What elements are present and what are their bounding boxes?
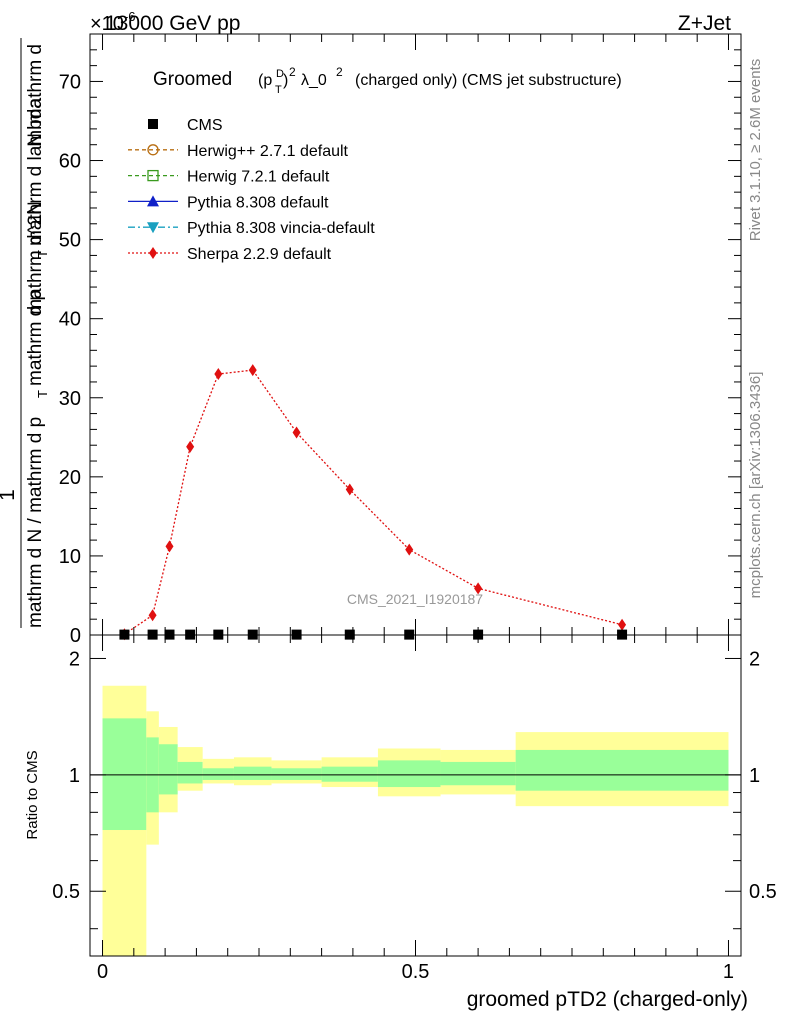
legend-marker bbox=[147, 169, 159, 182]
series-point bbox=[474, 582, 483, 595]
ratio-band-green bbox=[321, 766, 378, 782]
main-y-tick-label: 20 bbox=[59, 467, 81, 489]
legend: CMS Herwig++ 2.7.1 default Herwig 7.2.1 de… bbox=[128, 117, 375, 263]
title-lambda: λ_0 bbox=[301, 72, 327, 89]
ratio-x-axis: 0 0.5 1 bbox=[97, 635, 734, 983]
series-line bbox=[124, 369, 623, 635]
main-x-ticks bbox=[102, 34, 729, 635]
series-point bbox=[186, 440, 195, 453]
main-y-tick-label: 50 bbox=[59, 230, 81, 252]
ratio-bands bbox=[102, 685, 729, 956]
series-point bbox=[214, 368, 223, 381]
ratio-y-label: Ratio to CMS bbox=[24, 750, 41, 839]
legend-marker bbox=[147, 144, 159, 156]
legend-marker bbox=[147, 195, 159, 207]
series-point bbox=[148, 609, 157, 622]
ratio-panel: 0.5 0.51 12 2 0 0.5 1 bbox=[52, 634, 777, 983]
ratio-y-tick-label-right: 0.5 bbox=[749, 881, 777, 903]
series-point bbox=[345, 483, 354, 496]
title-p: (p bbox=[258, 72, 272, 89]
ratio-x-tick-label: 1 bbox=[723, 961, 734, 983]
series-point bbox=[292, 426, 301, 439]
ratio-band-green bbox=[202, 768, 234, 780]
series-point bbox=[248, 364, 257, 377]
ratio-band-green bbox=[377, 760, 441, 788]
title-close: ) bbox=[283, 72, 288, 89]
ratio-band-green bbox=[102, 718, 147, 831]
y-label-lower-2: mathrm d p bbox=[25, 290, 46, 386]
ratio-band-green bbox=[177, 761, 203, 784]
process-label: Z+Jet bbox=[678, 12, 731, 35]
title-post: (charged only) (CMS jet substructure) bbox=[355, 72, 622, 89]
mcplots-label: mcplots.cern.ch [arXiv:1306.3436] bbox=[747, 372, 764, 599]
main-y-tick-label: 0 bbox=[70, 625, 81, 647]
legend-label: Pythia 8.308 vincia-default bbox=[187, 220, 375, 237]
ratio-y-tick-label-right: 2 bbox=[749, 648, 760, 670]
main-y-tick-label: 70 bbox=[59, 71, 81, 93]
y-label-upper-2: N bbox=[25, 133, 46, 147]
main-y-axis: 0 10 20 30 40 50 60 70 bbox=[59, 33, 741, 647]
series-point bbox=[405, 543, 414, 556]
legend-marker bbox=[147, 222, 159, 234]
y-label-lower-sub-2: T bbox=[35, 250, 50, 258]
main-y-label: 1 mathrm d N mathrm d^2N mathrm d N / ma… bbox=[0, 38, 50, 628]
ratio-y-axis: 0.5 0.5 1 1 2 2 bbox=[52, 648, 777, 930]
y-multiplier-exponent: -6 bbox=[124, 9, 136, 24]
rivet-label: Rivet 3.1.10, ≥ 2.6M events bbox=[747, 59, 764, 242]
legend-label: Pythia 8.308 default bbox=[187, 194, 329, 211]
y-label-lower-1: mathrm d N / mathrm d p bbox=[25, 417, 46, 628]
title-sq: 2 bbox=[289, 65, 296, 79]
ratio-x-tick-label: 0 bbox=[97, 961, 108, 983]
ratio-band-green bbox=[515, 749, 729, 791]
main-panel: 0 10 20 30 40 50 60 70 bbox=[59, 33, 742, 647]
ratio-band-green bbox=[271, 768, 322, 780]
title-sq2: 2 bbox=[336, 65, 343, 79]
legend-label: Herwig 7.2.1 default bbox=[187, 169, 330, 186]
ratio-band-green bbox=[158, 744, 178, 795]
y-label-one: 1 bbox=[0, 489, 19, 501]
ratio-y-tick-label-left: 1 bbox=[69, 765, 80, 787]
y-label-upper-1: mathrm d bbox=[25, 44, 46, 124]
y-multiplier: ×10-6 bbox=[90, 9, 136, 35]
main-y-tick-label: 60 bbox=[59, 151, 81, 173]
title-pre: Groomed bbox=[153, 69, 232, 90]
y-label-lower-3: mathrm d lambda bbox=[25, 98, 46, 246]
legend-label: CMS bbox=[187, 117, 223, 134]
series-point bbox=[165, 540, 174, 553]
y-label-lower-sub-1: T bbox=[35, 390, 50, 398]
ratio-band-green bbox=[233, 766, 272, 780]
legend-marker bbox=[148, 119, 158, 129]
ratio-x-tick-label: 0.5 bbox=[402, 961, 430, 983]
chart-title: Groomed (p D T ) 2 λ_0 2 (charged only) … bbox=[153, 65, 622, 96]
main-y-tick-label: 40 bbox=[59, 309, 81, 331]
ratio-band-green bbox=[440, 761, 516, 786]
legend-marker bbox=[149, 247, 157, 259]
series-point bbox=[618, 618, 627, 631]
main-y-tick-label: 10 bbox=[59, 546, 81, 568]
ratio-y-tick-label-right: 1 bbox=[749, 765, 760, 787]
legend-label: Sherpa 2.2.9 default bbox=[187, 246, 332, 263]
main-y-tick-label: 30 bbox=[59, 388, 81, 410]
title-sub-t: T bbox=[275, 84, 282, 96]
y-label-numerator: mathrm d^2N bbox=[25, 201, 46, 314]
watermark: CMS_2021_I1920187 bbox=[347, 591, 483, 607]
x-axis-label: groomed pTD2 (charged-only) bbox=[467, 988, 748, 1011]
energy-label: 13000 GeV pp bbox=[105, 12, 240, 35]
ratio-y-tick-label-left: 0.5 bbox=[52, 881, 80, 903]
title-sup-d: D bbox=[276, 68, 284, 80]
ratio-y-tick-label-left: 2 bbox=[69, 648, 80, 670]
legend-label: Herwig++ 2.7.1 default bbox=[187, 143, 349, 160]
